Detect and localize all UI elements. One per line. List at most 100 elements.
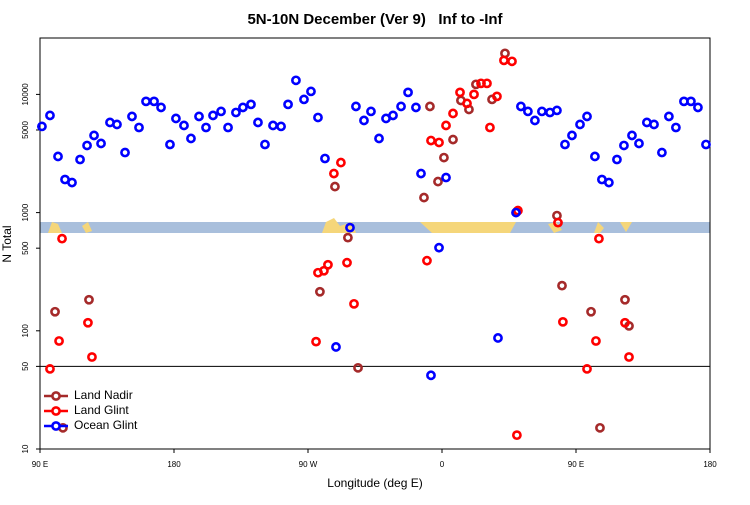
- data-point: [112, 119, 122, 130]
- data-point: [388, 110, 398, 121]
- data-point: [156, 102, 166, 113]
- data-point: [54, 336, 64, 346]
- legend-label: Land Nadir: [74, 388, 133, 402]
- y-tick-label: 1000: [21, 203, 30, 221]
- data-point: [595, 422, 605, 433]
- legend-marker: [51, 391, 61, 401]
- data-point: [448, 134, 458, 145]
- data-point: [349, 298, 359, 309]
- data-point: [186, 133, 196, 144]
- data-point: [693, 102, 703, 113]
- data-point: [455, 87, 465, 98]
- data-point: [96, 138, 106, 149]
- data-point: [552, 105, 562, 116]
- data-point: [557, 316, 568, 327]
- data-point: [396, 101, 406, 112]
- data-point: [75, 154, 85, 165]
- data-point: [511, 430, 522, 441]
- data-point: [223, 122, 233, 133]
- data-point: [604, 177, 614, 188]
- data-point: [485, 122, 495, 133]
- data-point: [627, 130, 637, 141]
- data-point: [353, 362, 363, 373]
- data-point: [120, 147, 130, 158]
- data-point: [686, 96, 696, 107]
- x-tick-label: 180: [703, 460, 717, 469]
- data-point: [67, 177, 77, 188]
- data-point: [291, 75, 301, 86]
- data-point: [439, 152, 449, 163]
- data-point: [238, 102, 248, 113]
- data-point: [419, 192, 429, 203]
- data-point: [441, 120, 451, 131]
- chart-title: 5N-10N December (Ver 9) Inf to -Inf: [247, 11, 503, 28]
- data-point: [336, 157, 346, 168]
- data-point: [134, 122, 144, 133]
- x-tick-label: 180: [167, 460, 181, 469]
- data-point: [471, 79, 481, 90]
- x-tick-label: 90 W: [299, 460, 318, 469]
- data-point: [299, 94, 309, 105]
- data-point: [351, 101, 361, 112]
- data-point: [366, 106, 376, 117]
- data-point: [171, 113, 181, 124]
- data-point: [149, 96, 159, 107]
- data-point: [201, 122, 211, 133]
- y-axis-title: N Total: [0, 225, 14, 262]
- ocean-band: [40, 222, 710, 233]
- x-axis-title: Longitude (deg E): [327, 476, 422, 490]
- data-point: [657, 147, 667, 158]
- y-tick-label: 5000: [21, 121, 30, 139]
- data-point: [208, 110, 218, 121]
- data-point: [313, 112, 323, 123]
- data-point: [253, 117, 263, 128]
- data-point: [311, 336, 321, 347]
- data-point: [50, 306, 60, 317]
- data-point: [441, 172, 451, 183]
- data-point: [433, 176, 443, 187]
- data-point: [557, 280, 567, 291]
- data-point: [57, 233, 67, 244]
- data-point: [511, 207, 521, 218]
- y-tick-label: 100: [21, 324, 30, 338]
- data-point: [582, 364, 592, 374]
- data-point: [53, 151, 63, 162]
- x-tick-label: 90 E: [32, 460, 48, 469]
- data-point: [482, 78, 492, 89]
- data-point: [374, 133, 384, 144]
- data-point: [37, 121, 47, 132]
- data-point: [507, 56, 517, 67]
- data-point: [426, 370, 436, 381]
- data-point: [320, 153, 330, 164]
- data-point: [84, 294, 94, 305]
- data-point: [416, 168, 426, 179]
- data-point: [560, 139, 570, 150]
- data-point: [194, 111, 204, 122]
- legend-label: Ocean Glint: [74, 418, 138, 432]
- data-point: [434, 137, 444, 148]
- data-point: [671, 122, 681, 133]
- data-point: [359, 115, 369, 126]
- data-point: [329, 168, 339, 179]
- data-point: [83, 317, 93, 328]
- map-strip: [40, 218, 710, 233]
- data-point: [216, 106, 226, 117]
- data-point: [127, 111, 137, 122]
- y-tick-label: 500: [21, 241, 30, 255]
- data-point: [649, 119, 659, 130]
- legend-marker: [51, 421, 61, 431]
- data-point: [523, 106, 533, 117]
- data-point: [411, 102, 421, 113]
- y-tick-label: 10: [21, 444, 30, 453]
- data-point: [591, 336, 601, 346]
- data-point: [462, 98, 472, 109]
- data-point: [553, 217, 563, 228]
- data-point: [323, 259, 333, 270]
- data-point: [276, 121, 286, 132]
- y-tick-label: 10000: [21, 83, 30, 106]
- data-point: [45, 364, 55, 374]
- data-point: [634, 138, 644, 149]
- data-point: [342, 257, 352, 268]
- data-point: [315, 286, 325, 297]
- data-point: [590, 151, 600, 162]
